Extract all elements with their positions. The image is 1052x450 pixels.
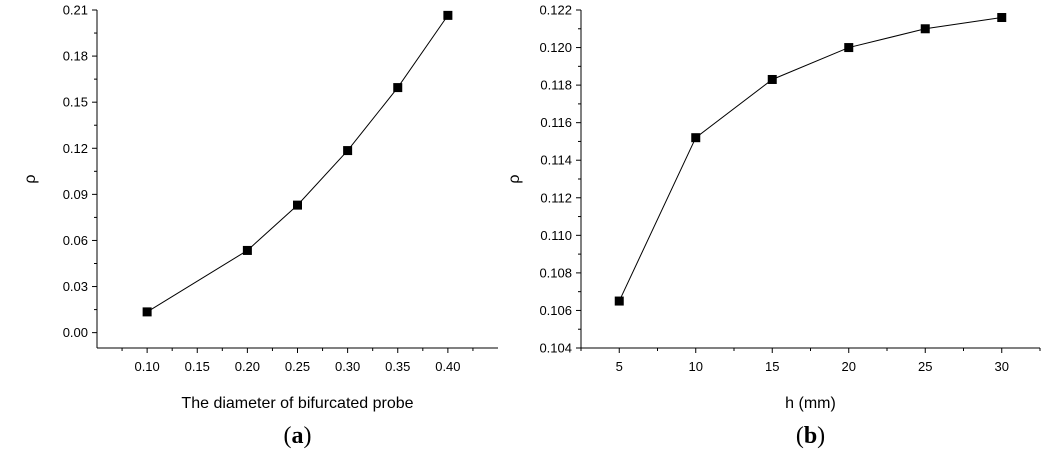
- data-point-marker: [293, 200, 302, 210]
- chart-panel-a: 0.00 0.03 0.06 0.09 0.12 0.15 0.18 0.21 0.10 0.15…: [22, 3, 498, 449]
- y-tick-label: 0.108: [539, 265, 572, 280]
- y-tick-label: 0.00: [63, 325, 88, 340]
- panel-label: (b): [796, 423, 825, 449]
- data-point-marker: [691, 133, 701, 143]
- data-point-marker: [343, 146, 353, 156]
- data-point-marker: [767, 74, 777, 84]
- y-tick-label: 0.21: [63, 3, 88, 18]
- data-point-marker: [393, 83, 403, 93]
- data-point-marker: [997, 13, 1007, 23]
- y-tick-label: 0.106: [539, 303, 572, 318]
- x-axis-label: The diameter of bifurcated probe: [181, 395, 413, 412]
- y-tick-label: 0.122: [539, 3, 572, 18]
- y-tick-label: 0.120: [539, 40, 572, 55]
- y-tick-label: 0.03: [63, 279, 88, 294]
- x-tick-label: 0.30: [335, 359, 360, 374]
- x-tick-label: 25: [918, 359, 932, 374]
- y-axis-label: ρ: [506, 174, 523, 183]
- x-tick-label: 20: [842, 359, 856, 374]
- y-tick-label: 0.104: [539, 341, 572, 356]
- panel-label-letter: b: [804, 423, 817, 449]
- x-tick-label: 5: [616, 359, 623, 374]
- data-point-marker: [920, 24, 930, 34]
- x-tick-label: 15: [765, 359, 779, 374]
- y-tick-label: 0.15: [63, 95, 88, 110]
- y-axis-label: ρ: [22, 174, 39, 183]
- data-point-marker: [142, 307, 152, 317]
- y-tick-label: 0.118: [540, 78, 572, 93]
- y-tick-label: 0.06: [63, 233, 88, 248]
- chart-panel-b: 0.104 0.106 0.108 0.110 0.112 0.114 0.116 0.118…: [506, 3, 1041, 449]
- y-tick-label: 0.09: [63, 187, 88, 202]
- series-line: [146, 15, 449, 313]
- x-tick-label: 0.25: [285, 359, 310, 374]
- y-tick-label: 0.18: [63, 49, 88, 64]
- x-tick-label: 0.15: [185, 359, 210, 374]
- x-tick-label: 30: [995, 359, 1009, 374]
- data-point-marker: [844, 43, 854, 53]
- series-line: [618, 17, 1002, 302]
- panel-label: (a): [284, 423, 312, 449]
- data-point-marker: [614, 296, 624, 306]
- y-tick-label: 0.112: [540, 190, 572, 205]
- y-tick-label: 0.116: [540, 115, 572, 130]
- y-tick-label: 0.12: [63, 141, 88, 156]
- x-tick-label: 10: [689, 359, 703, 374]
- y-tick-label: 0.110: [540, 228, 572, 243]
- x-tick-label: 0.40: [435, 359, 460, 374]
- x-tick-label: 0.35: [385, 359, 410, 374]
- panel-label-letter: a: [292, 423, 304, 449]
- x-tick-label: 0.10: [134, 359, 159, 374]
- data-point-marker: [242, 245, 252, 255]
- x-axis-label: h (mm): [785, 395, 836, 412]
- y-tick-label: 0.114: [540, 153, 572, 168]
- data-point-marker: [443, 10, 453, 20]
- x-tick-label: 0.20: [235, 359, 260, 374]
